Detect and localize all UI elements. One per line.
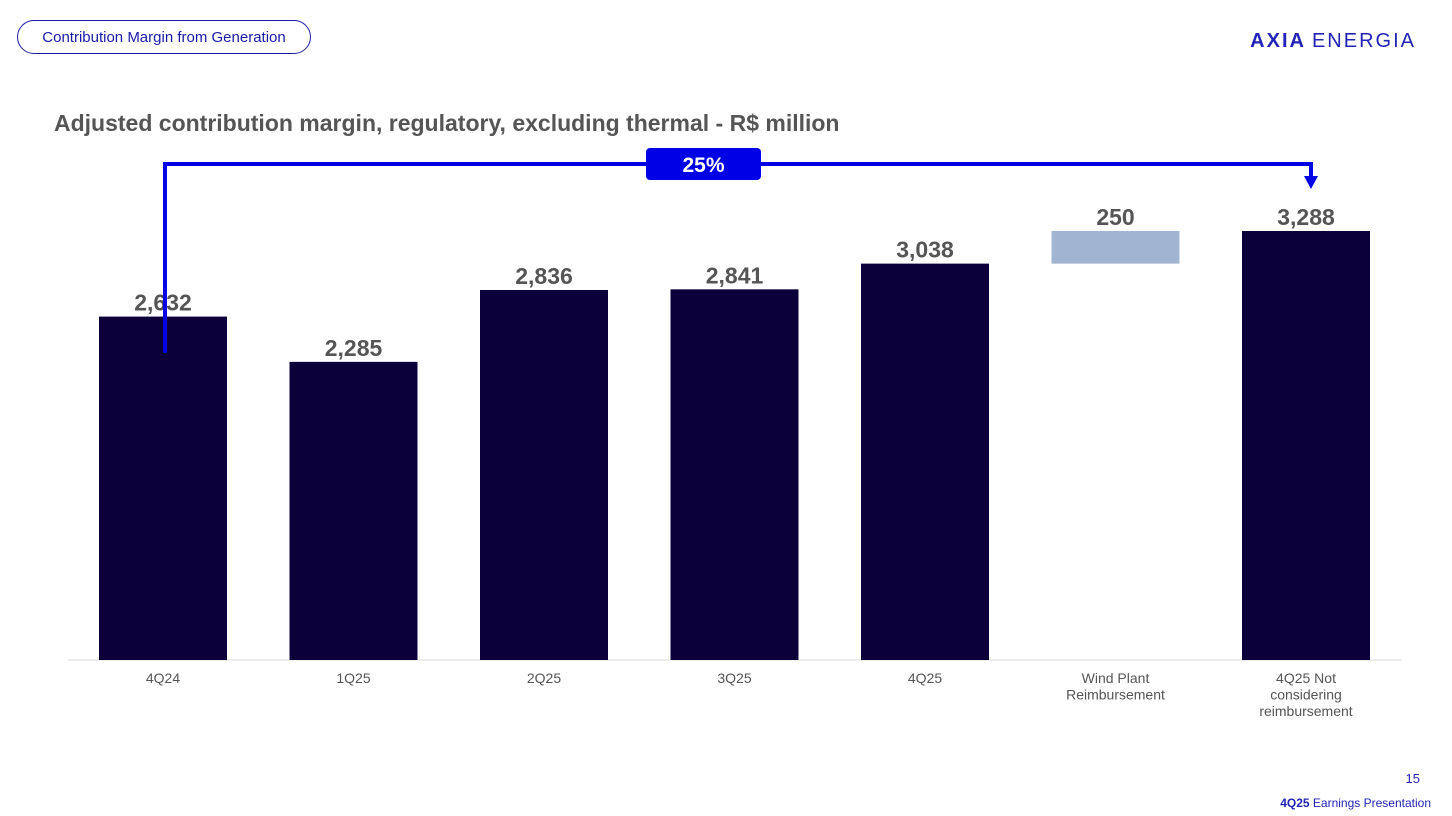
bar-3 — [670, 289, 799, 660]
category-label-line: 2Q25 — [527, 670, 561, 686]
category-label: Wind Plant Reimbursement — [1066, 670, 1165, 703]
page-number: 15 — [1405, 771, 1420, 786]
bar-1 — [289, 361, 418, 660]
category-label-line: reimbursement — [1259, 703, 1352, 719]
growth-badge — [646, 148, 761, 180]
footer-presentation-label: Earnings Presentation — [1312, 796, 1431, 810]
value-label: 250 — [1096, 204, 1134, 230]
category-label-line: 1Q25 — [336, 670, 370, 686]
bar-4 — [861, 263, 989, 660]
value-label: 3,288 — [1277, 204, 1335, 230]
category-label-line: Reimbursement — [1066, 687, 1165, 703]
category-label-line: 4Q25 — [908, 670, 942, 686]
category-label: 4Q25 Not considering reimbursement — [1259, 670, 1352, 719]
category-label-line: considering — [1270, 687, 1342, 703]
category-label: 1Q25 — [336, 670, 370, 686]
logo-part-2: ENERGIA — [1311, 30, 1416, 52]
growth-label: 25% — [682, 154, 724, 177]
footer-presentation-period: 4Q25 — [1280, 796, 1310, 810]
bar-2 — [480, 289, 608, 660]
company-logo: AXIA ENERGIA — [1250, 30, 1416, 53]
bar-5 — [1051, 231, 1180, 264]
category-label-line: 4Q24 — [146, 670, 180, 686]
growth-arrow-head — [1304, 176, 1318, 189]
footer-presentation: 4Q25 Earnings Presentation — [1280, 796, 1431, 810]
category-label-line: 3Q25 — [717, 670, 751, 686]
value-label: 2,841 — [706, 262, 764, 288]
category-label: 4Q25 — [908, 670, 942, 686]
value-label: 2,836 — [515, 263, 573, 289]
bar-6 — [1242, 231, 1370, 660]
section-pill: Contribution Margin from Generation — [17, 20, 311, 54]
category-label: 4Q24 — [146, 670, 180, 686]
value-label: 2,285 — [325, 335, 383, 361]
chart-title: Adjusted contribution margin, regulatory… — [54, 110, 840, 136]
bar-0 — [99, 316, 227, 660]
category-label: 3Q25 — [717, 670, 751, 686]
logo-part-1: AXIA — [1250, 30, 1306, 52]
category-label: 2Q25 — [527, 670, 561, 686]
category-label-line: Wind Plant — [1082, 670, 1150, 686]
category-label-line: 4Q25 Not — [1276, 670, 1336, 686]
value-label: 3,038 — [896, 237, 954, 263]
